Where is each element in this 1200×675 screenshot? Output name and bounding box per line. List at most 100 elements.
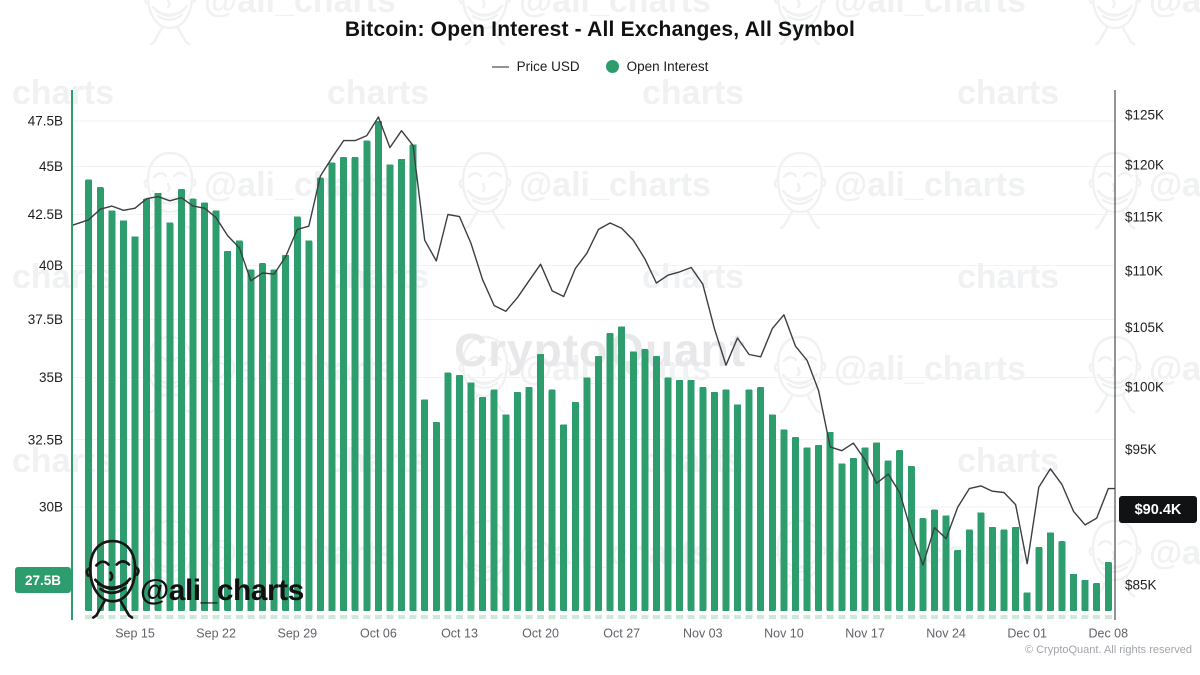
oi-bar [1046,532,1054,611]
legend-item-open-interest: Open Interest [605,59,709,74]
oi-bar [479,396,487,611]
oi-bar [177,189,185,611]
oi-bar [120,220,127,611]
x-axis-tick-label: Dec 08 [1088,626,1128,640]
oi-bar-stub [560,615,568,619]
oi-bar-stub [270,615,278,619]
oi-bar [826,432,834,611]
oi-bar [108,210,116,611]
oi-bar [293,216,301,611]
oi-bar-stub [942,615,950,619]
watermark-handle-text: @ali_charts [1149,534,1200,572]
oi-bar-stub [456,615,463,619]
oi-bar [247,269,255,611]
legend-item-price: Price USD [491,59,580,74]
right-axis-tick-label: $125K [1125,108,1164,123]
oi-bar-stub [305,615,313,619]
watermark-face-icon [143,151,197,230]
oi-bar [907,466,915,611]
watermark-face-icon [773,151,827,230]
oi-bar-stub [548,615,556,619]
oi-bar-stub [664,615,672,619]
price-line [72,116,1115,566]
oi-bar-stub [849,615,857,619]
oi-bar [977,512,985,611]
oi-bar-stub [722,615,730,619]
oi-bar-stub [502,615,510,619]
oi-bar-stub [386,615,394,619]
oi-bar-stub [606,615,614,619]
copyright-notice: © CryptoQuant. All rights reserved [1024,644,1192,656]
oi-bar [699,387,707,611]
oi-bar-stub [374,615,382,619]
watermark-fragment-text: charts [957,442,1059,480]
right-axis-tick-label: $120K [1125,157,1164,172]
oi-bar [316,177,324,611]
oi-bar [571,401,579,611]
oi-bar [548,389,556,611]
oi-bar-stub [792,615,799,619]
oi-bar [513,392,521,611]
open-interest-dot-icon [605,60,619,73]
gridlines [73,120,1114,508]
oi-bar [583,377,591,611]
ali-charts-logo: @ali_charts [85,539,304,619]
oi-bar [618,326,626,611]
watermark-handle-text: @ali_charts [834,166,1026,204]
oi-bar-stub [108,615,116,619]
oi-bar [166,222,174,611]
open-interest-bars [85,121,1112,612]
axes [71,90,1116,620]
oi-bar-stub [177,615,185,619]
watermark-handle-text: @ali_charts [834,0,1026,20]
oi-bar [212,210,220,611]
watermark-handle-text: @ali_charts [1149,350,1200,388]
oi-bar-stub [734,615,741,619]
oi-bar [849,458,857,611]
oi-bar-stub [131,615,139,619]
oi-bar [652,356,660,611]
oi-bar-stub [293,615,301,619]
oi-bar [942,515,950,611]
oi-bar [629,351,637,611]
oi-bar-stub [328,615,336,619]
oi-bar-stub [143,615,151,619]
oi-bar-stub [1035,615,1043,619]
oi-bar [1093,583,1101,611]
oi-bar [224,250,232,612]
legend-oi-label: Open Interest [626,59,709,74]
oi-bar [803,447,811,611]
watermark-fragment-text: charts [642,258,744,296]
oi-bar-stub [826,615,834,619]
oi-bar [757,387,765,611]
oi-bar [641,349,649,611]
oi-bar [768,414,776,611]
oi-bar-stub [247,615,255,619]
watermark-face-icon [458,151,512,230]
oi-bar-stub [467,615,475,619]
oi-bar-stub [432,615,440,619]
oi-bar-stub [398,615,405,619]
oi-bar-stub [815,615,823,619]
oi-bar-stub [687,615,695,619]
oi-bar-stub [768,615,776,619]
oi-bar-stub [282,615,290,619]
oi-bar-stub [212,615,220,619]
oi-bar [931,509,938,611]
left-axis-tick-label: 47.5B [28,114,63,129]
oi-bar-stub [235,615,243,619]
oi-bar [351,157,359,611]
x-axis-tick-label: Oct 13 [441,626,478,640]
left-axis-tick-label: 40B [39,258,63,273]
oi-bar-stub [1023,615,1031,619]
oi-bar [374,121,382,611]
oi-bar-stub [977,615,985,619]
oi-bar-stub [363,615,371,619]
oi-bar [143,198,151,611]
oi-bar-stub [1070,615,1077,619]
oi-bar [792,437,799,611]
oi-bar [467,382,475,611]
oi-bar-stub [1000,615,1008,619]
oi-bar-stub [896,615,904,619]
